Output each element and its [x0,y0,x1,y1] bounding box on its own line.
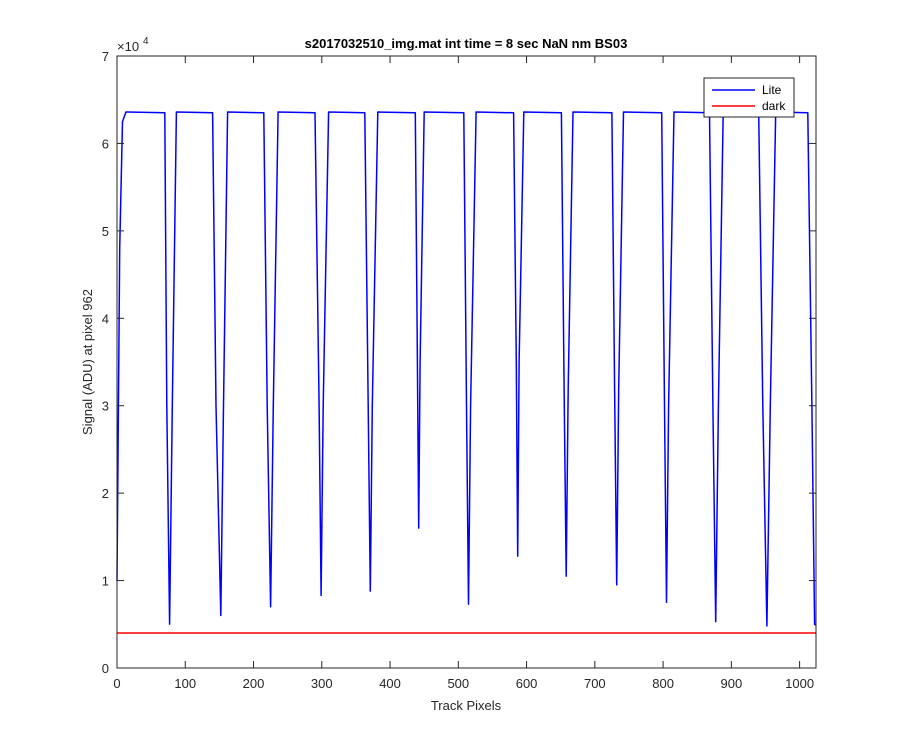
y-tick-label: 0 [102,661,109,676]
series-line-lite [116,111,817,627]
y-exponent-label: ×10 4 [117,36,149,54]
y-tick-label: 2 [102,486,109,501]
y-tick-label: 6 [102,136,109,151]
y-axis-label: Signal (ADU) at pixel 962 [80,289,95,435]
legend-label-dark: dark [762,99,786,113]
y-exponent-base: ×10 [117,39,139,54]
y-tick-label: 3 [102,399,109,414]
x-tick-label: 1000 [785,676,814,691]
x-axis-label: Track Pixels [431,698,502,713]
x-tick-label: 600 [516,676,538,691]
x-tick-label: 800 [652,676,674,691]
axes-box [116,55,817,669]
legend: Lite dark [703,77,795,118]
x-tick-label: 900 [721,676,743,691]
x-tick-label: 700 [584,676,606,691]
tick-layer: 0 100 200 300 400 500 600 700 800 900 1000 0 1 2 3 4 5 6 7 [102,49,816,691]
chart-title: s2017032510_img.mat int time = 8 sec NaN… [305,36,628,51]
x-tick-label: 100 [174,676,196,691]
legend-box [703,77,795,118]
y-tick-label: 4 [102,311,109,326]
x-tick-label: 500 [447,676,469,691]
y-tick-label: 5 [102,224,109,239]
legend-label-lite: Lite [762,83,782,97]
x-tick-label: 400 [379,676,401,691]
y-exponent-power: 4 [143,36,149,47]
y-tick-label: 7 [102,49,109,64]
y-tick-label: 1 [102,574,109,589]
x-tick-label: 0 [113,676,120,691]
series-layer [116,111,817,634]
x-tick-label: 300 [311,676,333,691]
x-tick-label: 200 [243,676,265,691]
